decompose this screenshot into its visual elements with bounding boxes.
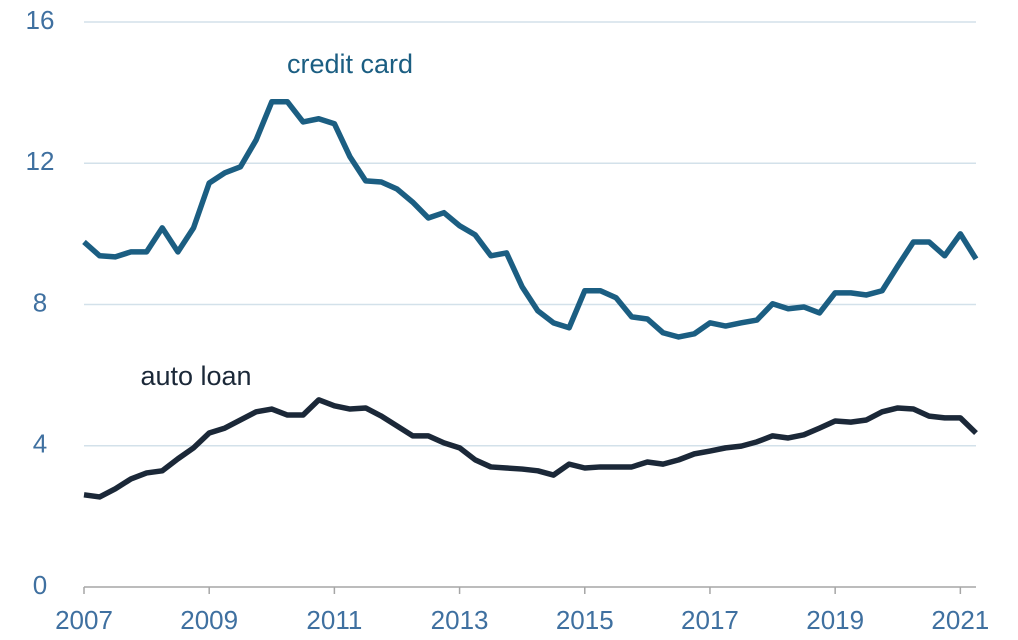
- x-tick-label: 2019: [806, 605, 864, 635]
- x-tick-label: 2011: [306, 605, 362, 635]
- y-tick-label: 8: [33, 287, 47, 317]
- x-tick-label: 2013: [431, 605, 489, 635]
- y-tick-label: 16: [26, 5, 55, 35]
- x-tick-label: 2017: [681, 605, 739, 635]
- x-tick-label: 2021: [931, 605, 989, 635]
- auto-loan-label: auto loan: [140, 361, 251, 391]
- y-tick-label: 4: [33, 429, 47, 459]
- credit-card-label: credit card: [287, 49, 413, 79]
- x-tick-label: 2009: [180, 605, 238, 635]
- x-tick-label: 2007: [55, 605, 113, 635]
- x-tick-label: 2015: [556, 605, 614, 635]
- y-tick-label: 0: [33, 570, 47, 600]
- y-tick-label: 12: [26, 146, 55, 176]
- series-line: [83, 397, 978, 500]
- series-line: [82, 99, 979, 340]
